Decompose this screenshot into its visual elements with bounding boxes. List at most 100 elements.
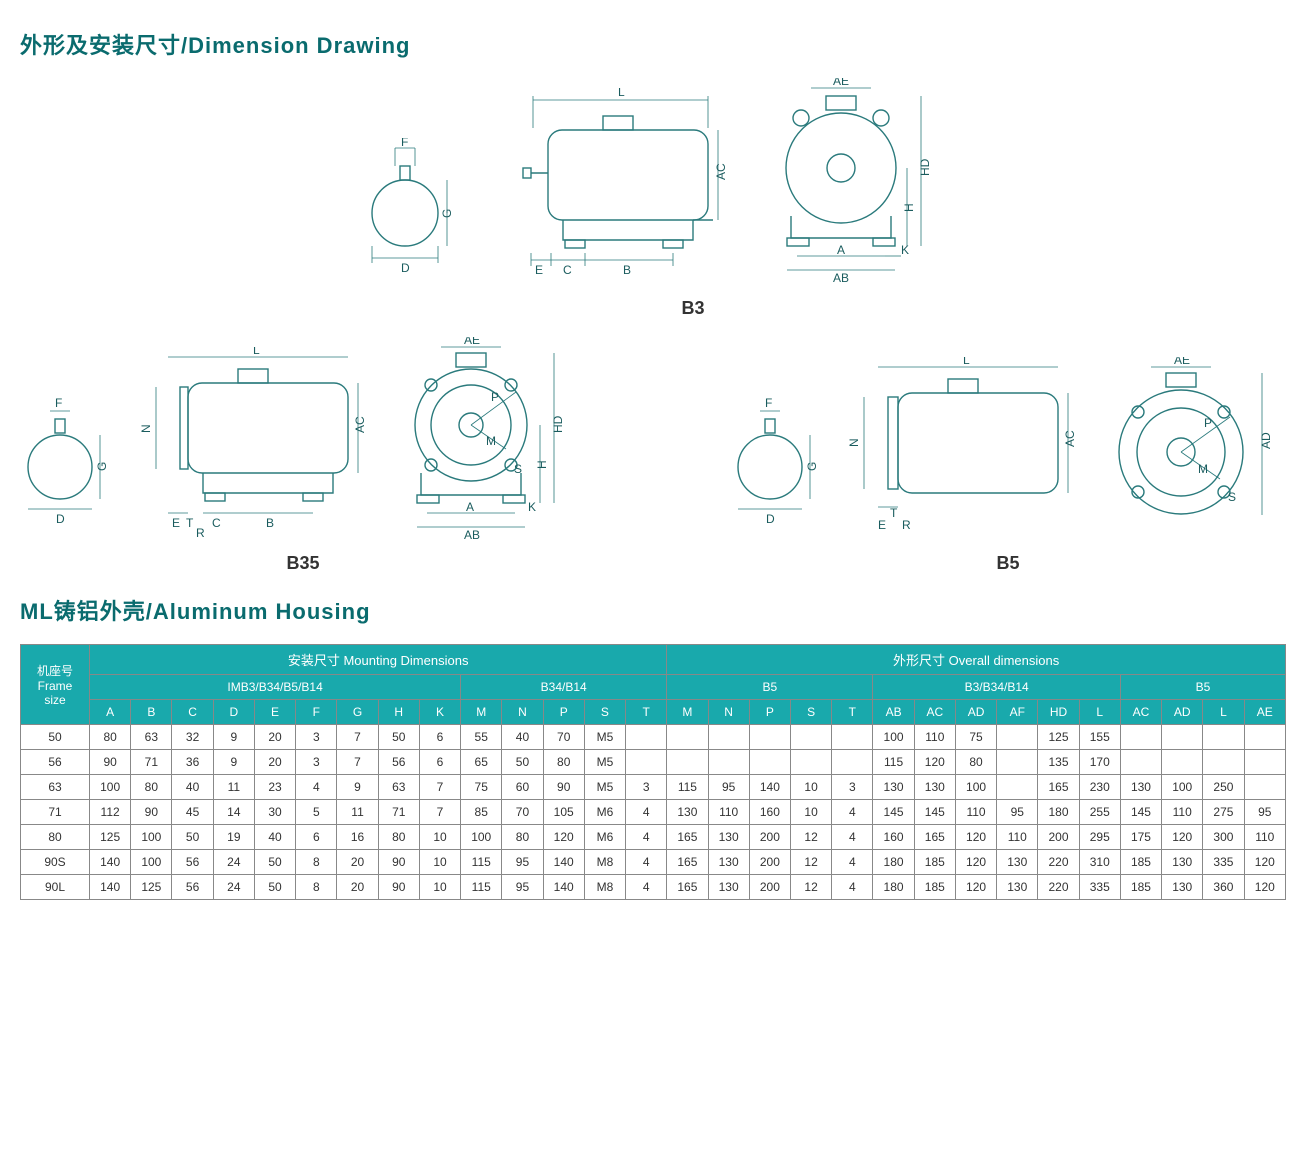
cell: M6 [584, 800, 625, 825]
cell: 100 [90, 775, 131, 800]
dim-AB2: AB [464, 528, 480, 542]
cell: 10 [419, 825, 460, 850]
table-row: 90S140100562450820901011595140M841651302… [21, 850, 1286, 875]
dim-D3: D [766, 512, 775, 526]
cell: 10 [419, 875, 460, 900]
cell: 140 [543, 850, 584, 875]
cell: 120 [1244, 850, 1285, 875]
cell: 115 [667, 775, 708, 800]
cell: 110 [1162, 800, 1203, 825]
dim-H: H [902, 203, 916, 212]
cell: 95 [502, 850, 543, 875]
cell [1162, 750, 1203, 775]
drawing-group-b35: F G D L N AC [20, 337, 586, 574]
cell: 120 [955, 875, 996, 900]
th-col-A-0: A [90, 700, 131, 725]
dim-N: N [139, 424, 153, 433]
dim-G3: G [805, 462, 819, 471]
dim-E: E [535, 263, 543, 277]
cell: 4 [626, 800, 667, 825]
cell: 3 [626, 775, 667, 800]
cell: 75 [461, 775, 502, 800]
cell: 11 [213, 775, 254, 800]
th-col-S-17: S [790, 700, 831, 725]
cell: 155 [1079, 725, 1120, 750]
cell [832, 725, 873, 750]
cell: 24 [213, 875, 254, 900]
cell: 4 [626, 850, 667, 875]
cell [790, 750, 831, 775]
cell: 4 [296, 775, 337, 800]
cell: 125 [131, 875, 172, 900]
cell: 3 [832, 775, 873, 800]
cell-frame: 50 [21, 725, 90, 750]
dim-K: K [901, 243, 909, 257]
cell: 140 [90, 875, 131, 900]
cell: 120 [1244, 875, 1285, 900]
cell: 20 [337, 850, 378, 875]
cell: 95 [1244, 800, 1285, 825]
cell: 24 [213, 850, 254, 875]
cell [1162, 725, 1203, 750]
dim-R2: R [902, 518, 911, 532]
cell: 120 [914, 750, 955, 775]
cell: 105 [543, 800, 584, 825]
cell: 3 [296, 750, 337, 775]
cell: 56 [378, 750, 419, 775]
cell: 95 [997, 800, 1038, 825]
dim-AC3: AC [1063, 430, 1077, 447]
cell: 140 [749, 775, 790, 800]
cell: 8 [296, 850, 337, 875]
cell: 120 [1162, 825, 1203, 850]
cell: 20 [254, 750, 295, 775]
cell [1120, 750, 1161, 775]
th-imb3: IMB3/B34/B5/B14 [90, 675, 461, 700]
heading-dimension-drawing: 外形及安装尺寸/Dimension Drawing [20, 28, 1286, 60]
cell: 130 [873, 775, 914, 800]
th-col-K-8: K [419, 700, 460, 725]
cell [667, 725, 708, 750]
cell: M8 [584, 850, 625, 875]
cell: 40 [172, 775, 213, 800]
cell: 220 [1038, 850, 1079, 875]
cell: 100 [873, 725, 914, 750]
cell: 165 [667, 875, 708, 900]
cell: 220 [1038, 875, 1079, 900]
cell: 11 [337, 800, 378, 825]
th-col-G-6: G [337, 700, 378, 725]
drawing-group-b5: F G D L N AC T E [730, 357, 1286, 574]
cell: 185 [914, 875, 955, 900]
cell: 255 [1079, 800, 1120, 825]
dim-HD2: HD [551, 415, 565, 433]
cell [708, 750, 749, 775]
dim-AE2: AE [464, 337, 480, 347]
dim-C: C [563, 263, 572, 277]
th-mounting: 安装尺寸 Mounting Dimensions [90, 645, 667, 675]
dim-AE: AE [833, 78, 849, 88]
cell: 100 [955, 775, 996, 800]
cell: 360 [1203, 875, 1244, 900]
cell: 275 [1203, 800, 1244, 825]
cell: 140 [90, 850, 131, 875]
cell [626, 750, 667, 775]
cell: 4 [832, 850, 873, 875]
dim-AB: AB [833, 271, 849, 285]
cell: 75 [955, 725, 996, 750]
cell: 200 [1038, 825, 1079, 850]
cell [832, 750, 873, 775]
cell: 45 [172, 800, 213, 825]
cell [626, 725, 667, 750]
cell: 130 [1120, 775, 1161, 800]
cell: 130 [997, 875, 1038, 900]
table-row: 71112904514305117178570105M6413011016010… [21, 800, 1286, 825]
dim-S2: S [1228, 490, 1236, 504]
cell: M5 [584, 725, 625, 750]
cell: 7 [337, 750, 378, 775]
cell: 110 [1244, 825, 1285, 850]
cell-frame: 71 [21, 800, 90, 825]
dim-AC: AC [714, 163, 728, 180]
cell: 55 [461, 725, 502, 750]
cell: 7 [337, 725, 378, 750]
cell: 130 [667, 800, 708, 825]
drawing-b5-side: L N AC T E R [848, 357, 1078, 547]
